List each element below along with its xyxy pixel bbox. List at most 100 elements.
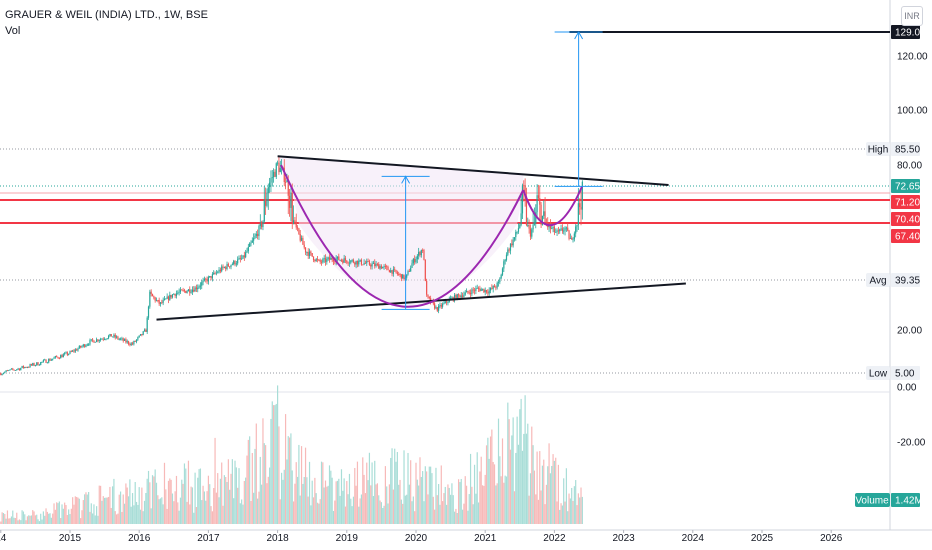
candle-body — [479, 288, 481, 291]
volume-bar — [535, 494, 537, 524]
candle-body — [428, 296, 430, 299]
volume-bar — [331, 477, 333, 524]
candle-body — [170, 294, 172, 298]
volume-bar — [173, 501, 175, 524]
volume-bar — [145, 492, 147, 524]
volume-bar — [340, 469, 343, 524]
candle-body — [42, 360, 44, 362]
volume-bar — [94, 515, 96, 524]
currency-badge[interactable]: INR — [901, 6, 923, 26]
candle-body — [113, 334, 115, 337]
candle-body — [243, 255, 245, 258]
candle-body — [426, 280, 428, 295]
candle-body — [167, 296, 170, 300]
candle-body — [259, 223, 261, 227]
candle-body — [411, 263, 413, 268]
candle-body — [137, 337, 139, 340]
volume-bar — [306, 477, 308, 524]
candle-body — [356, 260, 359, 265]
volume-bar — [283, 469, 285, 524]
candle-body — [18, 368, 21, 371]
volume-bar — [68, 509, 70, 524]
candle-body — [141, 333, 143, 335]
volume-bar — [126, 487, 128, 524]
volume-bar — [231, 459, 233, 524]
volume-bar — [465, 485, 468, 524]
candle-body — [436, 307, 438, 311]
candle-body — [115, 336, 118, 338]
candle-body — [400, 274, 402, 279]
volume-bar — [119, 491, 122, 524]
x-tick-label: 2025 — [751, 533, 774, 544]
volume-bar — [182, 483, 184, 524]
candle-body — [29, 364, 31, 368]
candle-body — [561, 228, 563, 232]
volume-bar — [382, 507, 384, 524]
drawings[interactable] — [156, 30, 891, 321]
candle-body — [512, 239, 514, 246]
candle-body — [367, 261, 369, 263]
volume-bar — [298, 444, 300, 524]
time-axis[interactable]: 14 2015 2016 2017 2018 2019 2020 2021 2022 2023 20… — [0, 530, 843, 544]
candle-body — [519, 224, 521, 229]
volume-bar — [342, 490, 344, 524]
candle-body — [529, 228, 532, 237]
volume-bar — [181, 479, 183, 524]
volume-bar — [36, 514, 38, 524]
candle-body — [179, 289, 182, 292]
volume-bar — [338, 478, 340, 524]
volume-bar — [563, 478, 565, 524]
volume-bar — [134, 482, 136, 524]
volume-bar — [390, 457, 392, 524]
candle-body — [106, 338, 108, 340]
volume-bar — [420, 476, 422, 524]
candle-body — [438, 306, 440, 311]
candle-body — [398, 273, 400, 275]
candle-body — [155, 300, 158, 301]
volume-bar — [354, 467, 356, 524]
volume-bar — [332, 510, 335, 524]
volume-bar — [456, 512, 458, 524]
candle-body — [158, 300, 160, 304]
candle-body — [394, 269, 396, 271]
cup-fill — [277, 156, 524, 307]
volume-bar — [4, 513, 6, 524]
candle-body — [150, 291, 152, 294]
volume-bar — [12, 510, 14, 524]
candle-body — [36, 362, 38, 366]
volume-bar — [475, 493, 477, 524]
price-axis[interactable]: 120.00 100.00 80.00 20.00 0.00 -20.00 — [897, 52, 928, 449]
candle-body — [532, 224, 534, 230]
volume-bar — [368, 452, 371, 524]
volume-bar — [250, 501, 252, 524]
candle-body — [277, 162, 279, 164]
price-label-bg — [891, 366, 920, 380]
candle-body — [344, 258, 347, 261]
symbol-title[interactable]: GRAUER & WEIL (INDIA) LTD., 1W, BSE — [5, 9, 208, 21]
candle-body — [279, 167, 281, 173]
price-label-target: 129.00 — [891, 25, 926, 39]
price-label-bg — [891, 212, 920, 226]
candle-body — [556, 230, 558, 233]
candle-body — [138, 335, 140, 338]
volume-bar — [579, 497, 581, 524]
volume-bar — [291, 470, 293, 524]
candle-body — [386, 266, 388, 268]
volume-bar — [105, 497, 107, 524]
candle-body — [521, 185, 524, 214]
candle-body — [323, 258, 325, 260]
candle-body — [504, 259, 506, 262]
volume-label-bg — [891, 493, 920, 507]
volume-bar — [497, 418, 500, 524]
volume-bar — [572, 500, 574, 524]
candle-body — [505, 254, 508, 260]
candle-body — [8, 370, 10, 372]
volume-bar — [211, 511, 213, 524]
volume-bar — [383, 505, 385, 524]
volume-indicator-title[interactable]: Vol — [5, 25, 21, 37]
volume-label-title: Volume — [855, 496, 889, 507]
volume-bar — [556, 501, 558, 524]
candle-body — [455, 295, 457, 300]
candle-body — [480, 289, 482, 291]
